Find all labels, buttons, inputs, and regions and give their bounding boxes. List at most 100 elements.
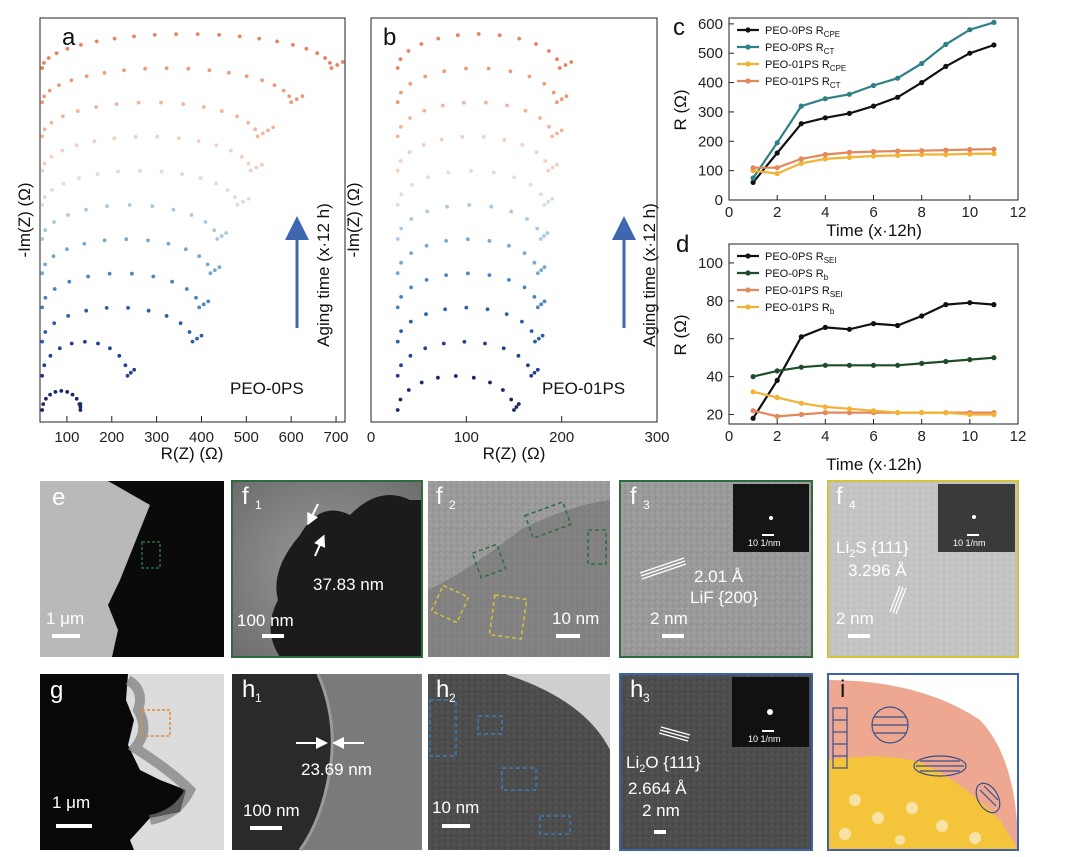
data-point [563,63,568,67]
panel-b-xlabel: R(Z) (Ω) [483,444,546,463]
data-point [520,143,525,147]
panel-c-xlabel: Time (x·12h) [826,221,922,240]
legend-marker [745,270,751,276]
y-tick-label: 0 [715,192,723,209]
data-point [484,100,488,105]
data-point [919,410,925,416]
data-point [919,151,925,158]
data-point [486,66,491,71]
legend-label-sub: b [824,273,829,282]
panel-a-ylabel: -Im(Z) (Ω) [15,182,34,257]
y-tick-label: 400 [698,75,723,92]
legend-label-sub: CT [830,81,841,90]
data-point [422,108,427,113]
data-point [425,209,430,214]
data-point [49,120,54,125]
data-point [41,402,46,406]
data-point [895,94,901,100]
series-a-5 [40,237,222,276]
data-point [846,326,853,332]
legend-label-sub: CPE [824,30,840,39]
x-tick-label: 8 [917,428,925,445]
data-point [559,128,564,133]
legend-label: PEO-01PS RCPE [765,59,846,73]
data-point [527,74,532,79]
data-point [40,373,45,378]
data-point [159,169,164,174]
data-point [517,36,522,41]
data-point [532,260,537,265]
data-point [155,134,160,139]
series-a-2 [40,339,137,378]
panel-h2-subscript: 2 [449,691,456,705]
panel-f3-frame [619,480,813,658]
panel-f4-phase: Li2S {111} [836,538,909,560]
data-point [102,70,107,75]
legend-marker [745,78,751,84]
x-tick-label: 12 [1010,428,1027,445]
data-point [822,151,828,158]
legend-marker [745,287,751,293]
y-tick-label: 200 [698,133,723,150]
panel-h3-phase-rest: O {111} [645,753,700,772]
data-point [546,168,551,173]
data-point [750,408,756,414]
data-point [180,172,185,177]
data-point [512,175,517,180]
data-point [229,148,233,153]
data-point [213,268,217,273]
data-point [564,94,569,99]
data-point [244,74,249,79]
panel-e-particle [108,481,224,657]
data-point [137,168,142,173]
data-point [328,61,332,65]
data-point [557,66,562,70]
data-point [340,60,345,64]
data-point [846,110,853,116]
data-point [798,160,804,166]
data-point [94,39,99,44]
data-point [439,137,444,142]
series-a-3 [40,306,204,344]
data-point [534,150,539,155]
data-point [146,238,151,243]
data-point [774,377,780,383]
data-point [523,108,528,113]
data-point [895,362,901,368]
legend-label-sub: b [830,307,835,316]
y-tick-label: 100 [698,255,723,272]
data-point [48,353,53,358]
panel-f4-fft-inset [938,484,1015,552]
y-tick-label: 80 [706,293,723,310]
data-point [750,175,756,181]
data-point [774,171,780,177]
data-point [78,408,83,412]
data-point [798,364,804,370]
data-point [201,105,206,109]
data-point [59,389,64,393]
data-point [133,134,138,139]
data-point [95,172,100,177]
panel-b-annotation: PEO-01PS [542,379,625,398]
data-point [539,192,543,197]
panel-f2-green-boxes [471,500,607,579]
data-point [555,57,559,62]
data-point [176,136,181,141]
data-point [40,134,45,139]
panel-f2-scale-label: 10 nm [552,609,599,628]
data-point [197,305,202,310]
data-point [253,127,258,132]
data-point [183,247,188,252]
data-point [750,374,756,380]
data-point [219,234,224,238]
data-point [467,203,472,207]
data-point [846,154,853,160]
panel-e-selection-box [141,541,161,569]
data-point [40,305,45,310]
panel-d-xlabel: Time (x·12h) [826,455,922,474]
panel-f4-scale-label: 2 nm [836,609,874,628]
data-point [798,400,804,406]
data-point [536,336,541,341]
data-point [774,140,780,146]
data-point [83,339,87,344]
